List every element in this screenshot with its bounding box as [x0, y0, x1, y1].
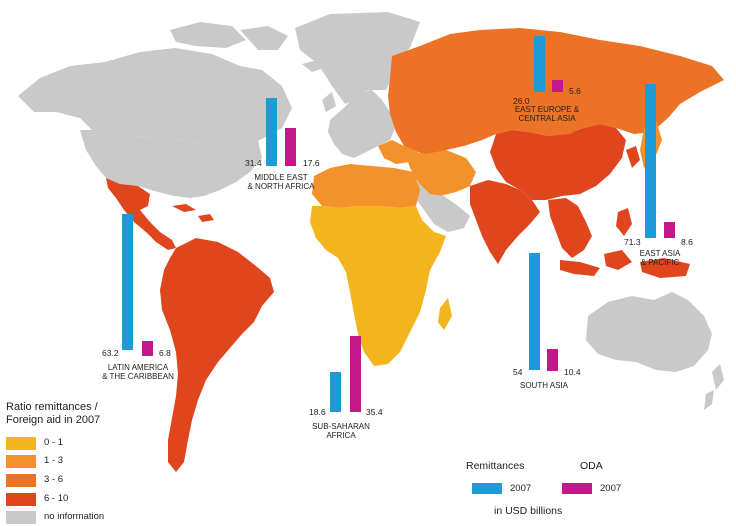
legend-item-no-info: no information [6, 510, 166, 526]
legend-swatch [6, 474, 36, 487]
bar-oda-east-asia [664, 222, 675, 238]
value-oda-sub-saharan: 35.4 [366, 407, 383, 417]
region-label-east-europe: EAST EUROPE & CENTRAL ASIA [514, 105, 580, 123]
legend-label: 3 - 6 [44, 474, 64, 485]
value-oda-east-asia: 8.6 [681, 237, 693, 247]
region-label-east-asia: EAST ASIA & PACIFIC [639, 249, 681, 267]
legend-swatch [6, 455, 36, 468]
legend-label: no information [44, 511, 105, 522]
region-label-sub-saharan: SUB-SAHARAN AFRICA [312, 422, 370, 440]
bars-east-europe [534, 36, 563, 92]
north-africa [312, 164, 420, 208]
bar-remittances-south-asia [529, 253, 540, 370]
value-remittances-east-asia: 71.3 [624, 237, 641, 247]
legend-title: Ratio remittances / Foreign aid in 2007 [6, 401, 101, 426]
value-oda-middle-east: 17.6 [303, 158, 320, 168]
value-remittances-middle-east: 31.4 [245, 158, 262, 168]
value-remittances-latin-america: 63.2 [102, 348, 119, 358]
bars-middle-east [266, 98, 296, 166]
key-units: in USD billions [494, 505, 563, 517]
arabian-peninsula [414, 182, 470, 232]
mexico-central-america [106, 178, 176, 250]
bar-oda-latin-america [142, 341, 153, 356]
europe-west [328, 90, 396, 158]
legend-swatch [6, 437, 36, 450]
legend-label: 0 - 1 [44, 437, 64, 448]
bar-remittances-latin-america [122, 214, 133, 350]
region-label-middle-east: MIDDLE EAST & NORTH AFRICA [247, 173, 315, 191]
legend-item-1-3: 1 - 3 [6, 454, 166, 470]
value-oda-east-europe: 5.6 [569, 86, 581, 96]
bars-east-asia [645, 84, 675, 238]
region-label-latin-america: LATIN AMERICA & THE CARIBBEAN [102, 363, 174, 381]
legend-swatch [6, 511, 36, 524]
bar-oda-south-asia [547, 349, 558, 371]
legend-item-0-1: 0 - 1 [6, 436, 166, 452]
bar-remittances-middle-east [266, 98, 277, 166]
bar-remittances-sub-saharan [330, 372, 341, 412]
bars-latin-america [122, 214, 153, 356]
value-remittances-east-europe: 26.0 [513, 96, 530, 106]
key-oda-heading: ODA [580, 460, 603, 472]
legend-label: 6 - 10 [44, 493, 69, 504]
bar-oda-east-europe [552, 80, 563, 92]
legend-swatch [6, 493, 36, 506]
southeast-asia [548, 198, 592, 258]
bars-sub-saharan [330, 336, 361, 412]
value-remittances-south-asia: 54 [513, 367, 523, 377]
bar-oda-middle-east [285, 128, 296, 166]
sub-saharan-africa [310, 206, 446, 366]
region-label-south-asia: SOUTH ASIA [519, 381, 568, 390]
legend-label: 1 - 3 [44, 455, 64, 466]
south-asia [470, 180, 540, 264]
bar-remittances-east-asia [645, 84, 656, 238]
south-america [160, 238, 274, 472]
value-oda-south-asia: 10.4 [564, 367, 581, 377]
value-remittances-sub-saharan: 18.6 [309, 407, 326, 417]
bar-oda-sub-saharan [350, 336, 361, 412]
value-oda-latin-america: 6.8 [159, 348, 171, 358]
key-oda-swatch [562, 483, 592, 494]
legend-item-3-6: 3 - 6 [6, 473, 166, 489]
key-remittances-swatch [472, 483, 502, 494]
key-remittances-heading: Remittances [466, 460, 525, 472]
bar-remittances-east-europe [534, 36, 545, 92]
key-oda-year: 2007 [600, 483, 622, 494]
usa [80, 130, 262, 198]
north-america-north [18, 48, 292, 148]
china [490, 124, 626, 200]
middle-east [404, 150, 476, 196]
legend-item-6-10: 6 - 10 [6, 492, 166, 508]
key-remittances-year: 2007 [510, 483, 532, 494]
bars-south-asia [529, 253, 558, 371]
australia [586, 292, 712, 372]
